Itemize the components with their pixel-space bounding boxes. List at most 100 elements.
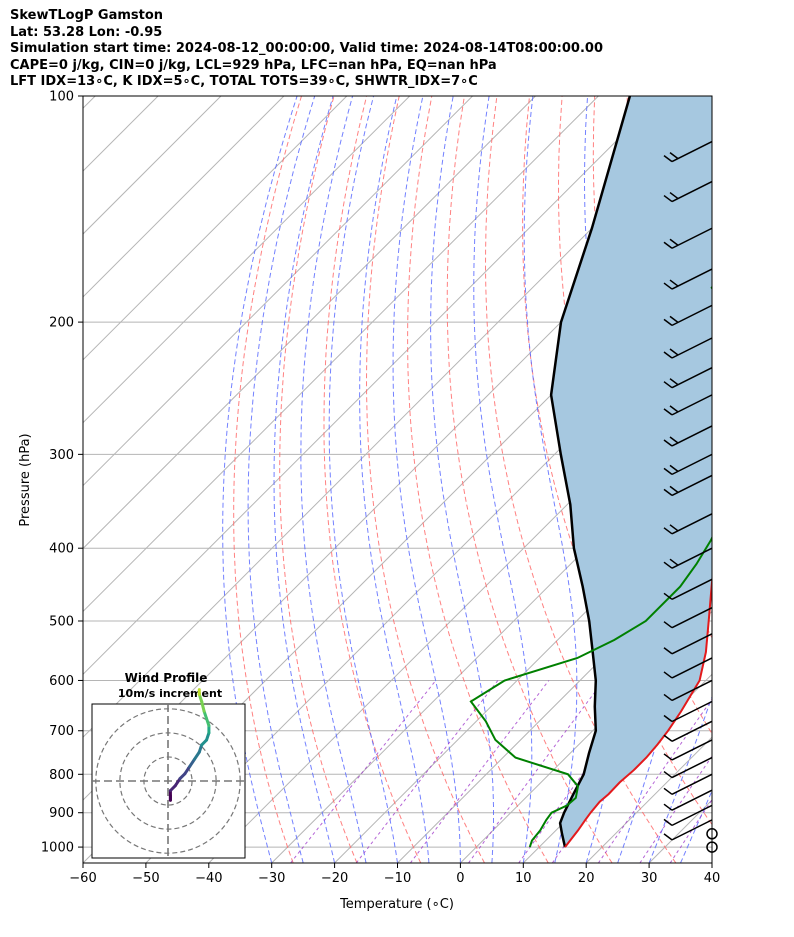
isotherm-line: [83, 96, 222, 235]
y-tick-label: 400: [49, 542, 74, 557]
x-tick-label: −10: [384, 871, 411, 886]
wind-barb: [663, 367, 713, 389]
temperature-profile-line: [564, 572, 712, 848]
isotherm-line: [83, 96, 473, 487]
wind-barb: [663, 180, 713, 203]
wind-barb-feather: [663, 194, 673, 203]
y-tick-label: 600: [49, 674, 74, 689]
isotherm-line: [83, 96, 348, 361]
wind-barb-feather: [669, 485, 679, 494]
dry-adiabat-line: [279, 96, 358, 863]
isotherm-line: [83, 96, 599, 613]
dry-adiabat-line: [758, 96, 794, 863]
wind-barb: [663, 789, 713, 811]
wind-barb-feather: [663, 154, 673, 163]
mixing-ratio-line: [409, 680, 550, 863]
wind-barb-feather: [663, 787, 673, 795]
isotherm-line: [83, 96, 536, 550]
wind-barb-shaft: [671, 578, 713, 600]
y-axis-label: Pressure (hPa): [18, 433, 33, 526]
wind-barb-feather: [663, 241, 673, 249]
wind-barb-feather: [669, 405, 679, 413]
wind-barb: [663, 700, 713, 723]
moist-adiabat-line: [648, 695, 712, 863]
wind-barb-feather: [663, 488, 673, 497]
wind-barb: [663, 720, 713, 742]
simulation-time-line: Simulation start time: 2024-08-12_00:00:…: [10, 41, 603, 56]
wind-barb-feather: [663, 621, 673, 629]
wind-barb-shaft: [671, 227, 713, 249]
isotherm-line: [397, 547, 712, 863]
y-tick-label: 1000: [41, 841, 74, 856]
isotherm-line: [271, 421, 712, 863]
wind-barb: [663, 633, 713, 655]
wind-barb-feather: [669, 315, 679, 323]
wind-barb-feather: [663, 647, 673, 655]
x-tick-label: 20: [578, 871, 595, 886]
hodograph-title: Wind Profile: [125, 671, 208, 685]
y-tick-label: 500: [49, 614, 74, 629]
wind-barb-feather: [669, 238, 679, 246]
wind-barb-feather: [663, 381, 673, 389]
y-tick-label: 100: [49, 90, 74, 105]
wind-barb: [663, 578, 713, 600]
wind-barb: [663, 140, 713, 163]
wind-barb-feather: [663, 803, 673, 811]
wind-barb-feather: [663, 734, 673, 742]
isotherm-line: [711, 862, 712, 863]
wind-barb: [663, 606, 713, 629]
wind-barb-shaft: [671, 140, 713, 163]
moist-adiabat-line: [273, 96, 336, 863]
wind-barb: [663, 756, 713, 779]
moist-adiabat-line: [328, 96, 398, 863]
plot-area: [83, 96, 794, 863]
wind-barb-shaft: [671, 547, 713, 569]
isotherm-line: [334, 484, 712, 863]
x-tick-label: 40: [704, 871, 721, 886]
wind-barb-shaft: [671, 804, 713, 827]
mixing-ratio-line: [669, 798, 712, 863]
hodograph-subtitle: 10m/s increment: [118, 687, 222, 700]
wind-barb: [663, 268, 713, 290]
wind-barb: [706, 828, 718, 840]
wind-barb: [663, 337, 713, 359]
y-tick-label: 200: [49, 316, 74, 331]
wind-barb-shaft: [671, 819, 713, 841]
wind-barb-feather: [669, 378, 679, 386]
isotherm-line: [83, 96, 411, 424]
dry-adiabat-line: [484, 96, 677, 863]
wind-barb-feather: [663, 408, 673, 416]
dry-adiabat-line: [365, 96, 485, 863]
stability-params-line: CAPE=0 j/kg, CIN=0 j/kg, LCL=929 hPa, LF…: [10, 57, 497, 73]
dry-adiabat-line: [446, 96, 613, 863]
wind-barb-feather: [663, 318, 673, 326]
wind-barb: [663, 804, 713, 827]
x-axis-label: Temperature (∘C): [339, 897, 454, 912]
hodograph-inset: Wind Profile 10m/s increment: [91, 671, 246, 859]
isotherm-line: [83, 96, 285, 298]
wind-barb-shaft: [671, 513, 713, 535]
dry-adiabat-line: [233, 96, 302, 863]
wind-barb-feather: [663, 671, 673, 679]
mixing-ratio-line: [355, 680, 499, 863]
dry-adiabat-line: [790, 96, 794, 863]
wind-barb-shaft: [671, 304, 713, 327]
wind-barb-feather: [663, 527, 673, 535]
y-tick-label: 700: [49, 724, 74, 739]
wind-barb-feather: [669, 348, 679, 356]
wind-barb-feather: [669, 558, 679, 566]
isotherm-line: [145, 296, 712, 863]
x-tick-label: −30: [258, 871, 285, 886]
wind-barb-feather: [669, 151, 679, 160]
wind-barb-feather: [663, 693, 673, 702]
wind-barb-feather: [663, 351, 673, 359]
x-tick-label: −60: [69, 871, 96, 886]
wind-barb-shaft: [671, 633, 713, 655]
wind-barb-feather: [663, 770, 673, 779]
wind-barb: [706, 841, 718, 853]
wind-barb: [663, 513, 713, 535]
moist-adiabat-line: [300, 96, 367, 863]
wind-barb-feather: [663, 714, 673, 723]
mixing-ratio-line: [290, 680, 437, 863]
wind-barb: [663, 227, 713, 249]
